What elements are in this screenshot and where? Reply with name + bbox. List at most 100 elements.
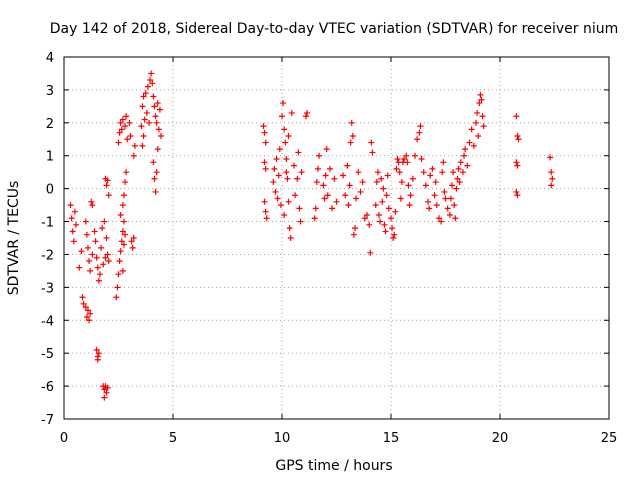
data-point <box>104 251 111 258</box>
data-point <box>457 159 464 166</box>
data-point <box>79 294 86 301</box>
data-point <box>89 251 96 258</box>
data-point <box>86 258 93 265</box>
data-point <box>329 205 336 212</box>
data-point <box>515 136 522 143</box>
data-point <box>444 205 451 212</box>
data-point <box>84 307 91 314</box>
data-point <box>117 119 124 126</box>
data-point <box>311 215 318 222</box>
data-point <box>405 182 412 189</box>
data-point <box>115 271 122 278</box>
data-point <box>452 215 459 222</box>
data-point <box>154 146 161 153</box>
data-point <box>514 132 521 139</box>
data-point <box>392 208 399 215</box>
data-point <box>446 211 453 218</box>
data-point <box>422 182 429 189</box>
data-point <box>406 202 413 209</box>
data-point <box>261 129 268 136</box>
grid <box>64 57 609 419</box>
data-point <box>119 202 126 209</box>
data-point <box>262 165 269 172</box>
data-point <box>139 142 146 149</box>
data-point <box>283 156 290 163</box>
y-tick-label: -2 <box>41 248 54 263</box>
data-point <box>297 218 304 225</box>
data-point <box>431 192 438 199</box>
data-point <box>364 211 371 218</box>
data-point <box>316 152 323 159</box>
data-point <box>105 192 112 199</box>
data-point <box>276 146 283 153</box>
data-point <box>140 132 147 139</box>
data-point <box>548 169 555 176</box>
data-point <box>470 142 477 149</box>
data-point <box>449 182 456 189</box>
data-point <box>455 165 462 172</box>
y-tick-label: -7 <box>41 413 54 428</box>
data-point <box>128 238 135 245</box>
data-point <box>98 244 105 251</box>
data-point <box>404 159 411 166</box>
chart-title: Day 142 of 2018, Sidereal Day-to-day VTE… <box>50 21 619 37</box>
data-point <box>368 139 375 146</box>
data-point <box>138 123 145 130</box>
data-point <box>141 116 148 123</box>
data-point <box>274 195 281 202</box>
data-point <box>384 172 391 179</box>
y-tick-label: 0 <box>46 183 54 198</box>
data-point <box>143 109 150 116</box>
data-point <box>152 188 159 195</box>
data-point <box>320 182 327 189</box>
x-tick-label: 10 <box>274 431 291 446</box>
data-point <box>89 202 96 209</box>
data-point <box>514 162 521 169</box>
data-point <box>476 100 483 107</box>
data-point <box>435 215 442 222</box>
data-point <box>272 188 279 195</box>
data-point <box>349 132 356 139</box>
data-points <box>67 70 556 401</box>
data-point <box>346 182 353 189</box>
data-point <box>432 179 439 186</box>
data-point <box>83 231 90 238</box>
data-point <box>407 192 414 199</box>
data-point <box>347 139 354 146</box>
data-point <box>147 77 154 84</box>
data-point <box>447 195 454 202</box>
data-point <box>324 192 331 199</box>
data-point <box>103 389 110 396</box>
data-point <box>429 165 436 172</box>
data-point <box>302 113 309 120</box>
data-point <box>393 165 400 172</box>
data-point <box>68 215 75 222</box>
data-point <box>454 175 461 182</box>
data-point <box>130 152 137 159</box>
data-point <box>397 195 404 202</box>
x-tick-label: 0 <box>60 431 68 446</box>
data-point <box>262 208 269 215</box>
data-point <box>120 241 127 248</box>
data-point <box>288 109 295 116</box>
data-point <box>91 228 98 235</box>
data-point <box>93 254 100 261</box>
data-point <box>287 235 294 241</box>
data-point <box>105 258 112 265</box>
data-point <box>116 129 123 136</box>
data-point <box>409 175 416 182</box>
data-point <box>92 238 99 245</box>
data-point <box>78 248 85 255</box>
data-point <box>70 238 77 245</box>
data-point <box>95 277 102 284</box>
data-point <box>366 221 373 228</box>
data-point <box>113 294 120 301</box>
data-point <box>418 156 425 163</box>
data-point <box>376 211 383 218</box>
data-point <box>379 198 386 205</box>
data-point <box>281 211 288 218</box>
data-point <box>357 188 364 195</box>
data-point <box>355 169 362 176</box>
data-point <box>156 106 163 113</box>
